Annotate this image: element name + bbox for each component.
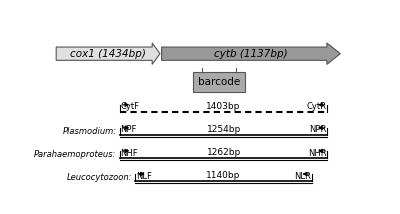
Text: 1254bp: 1254bp [206, 125, 241, 134]
Text: NPF: NPF [120, 125, 137, 134]
Text: barcode: barcode [198, 77, 240, 87]
Bar [193, 72, 245, 92]
FancyArrow shape [162, 43, 340, 64]
Text: Parahaemoproteus:: Parahaemoproteus: [34, 150, 117, 159]
Text: cox1 (1434bp): cox1 (1434bp) [70, 49, 146, 59]
Text: CytR: CytR [307, 102, 327, 111]
FancyArrow shape [56, 43, 160, 64]
Text: NHR: NHR [308, 149, 327, 158]
Text: 1140bp: 1140bp [206, 171, 241, 180]
Text: Plasmodium:: Plasmodium: [62, 127, 117, 136]
Text: NPR: NPR [310, 125, 327, 134]
Text: NHF: NHF [120, 149, 138, 158]
Text: NLF: NLF [136, 172, 152, 181]
Text: cytb (1137bp): cytb (1137bp) [214, 49, 288, 59]
Text: Leucocytozoon:: Leucocytozoon: [67, 173, 132, 182]
Text: CytF: CytF [120, 102, 139, 111]
Text: 1262bp: 1262bp [206, 148, 241, 157]
Text: 1403bp: 1403bp [206, 101, 241, 111]
Text: NLR: NLR [294, 172, 311, 181]
